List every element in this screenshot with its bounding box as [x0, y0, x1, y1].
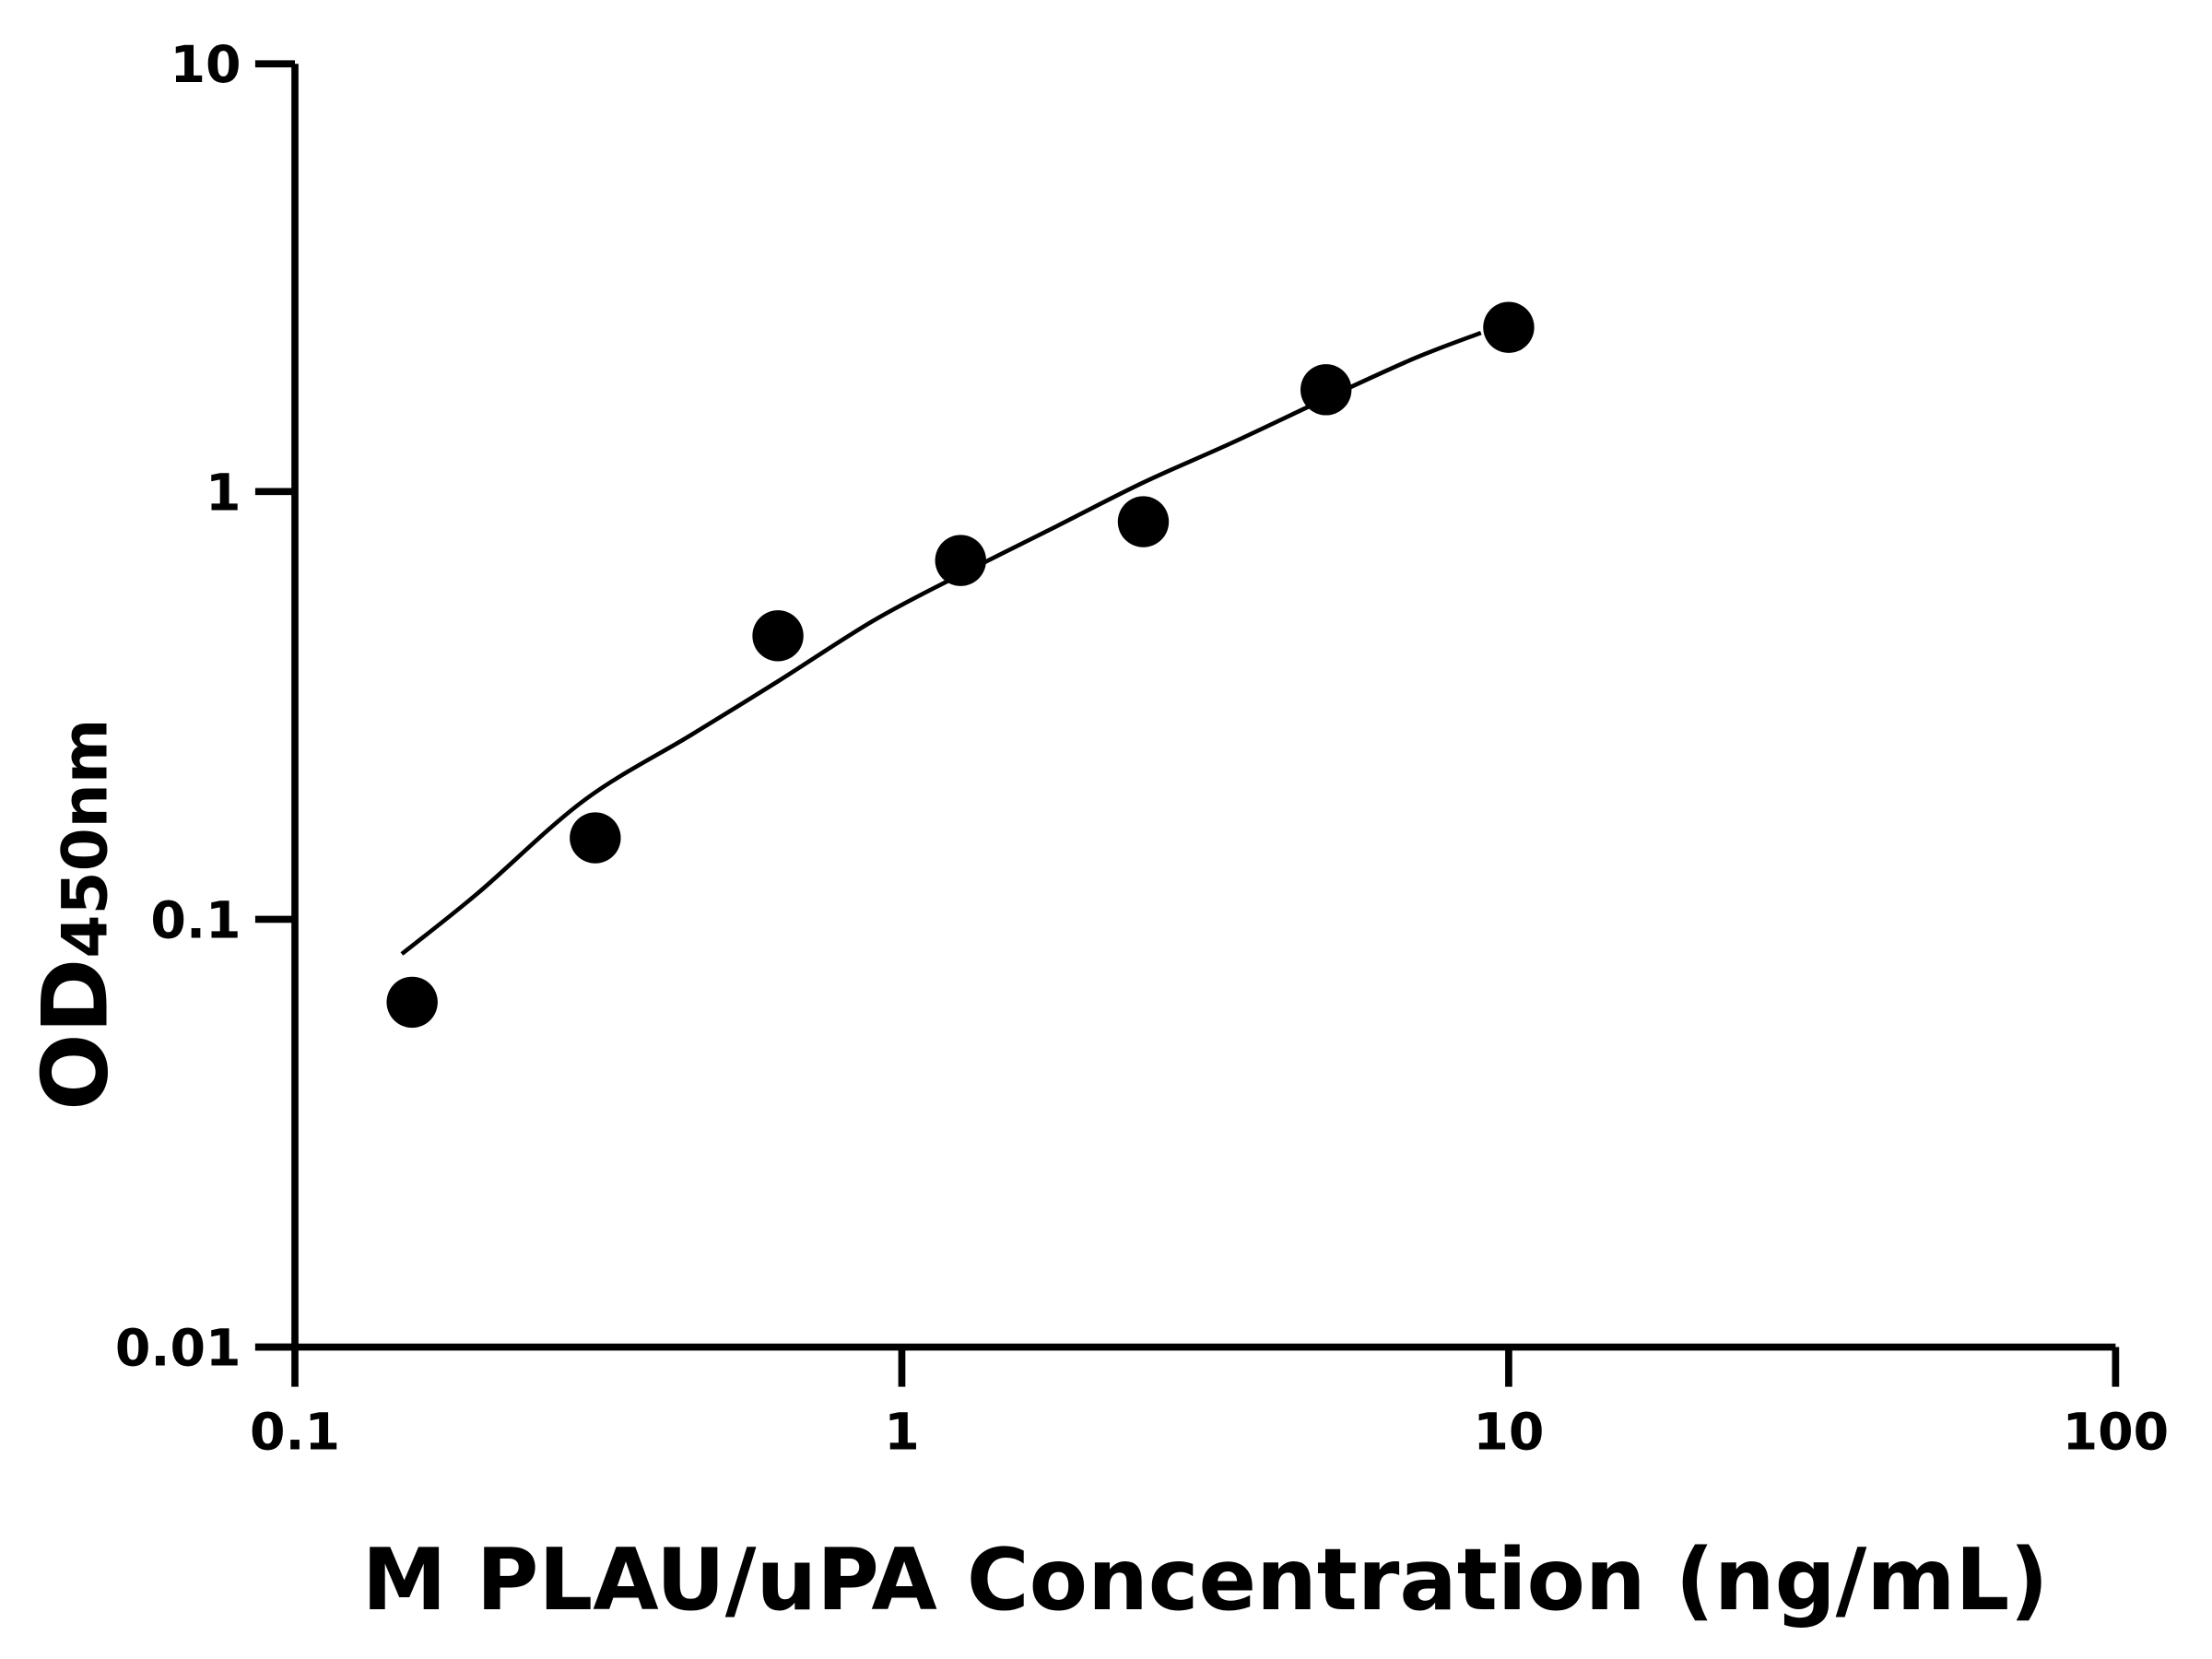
data-point [1300, 364, 1352, 416]
y-tick-label: 10 [170, 36, 241, 95]
y-tick-label: 0.1 [150, 891, 241, 950]
x-tick-label: 0.1 [250, 1403, 340, 1462]
data-point [752, 610, 804, 662]
y-axis-label-sub: 450nm [48, 719, 121, 959]
x-tick-label: 100 [2063, 1403, 2170, 1462]
y-axis-label-main: OD450nm [23, 719, 128, 1111]
x-tick-label: 1 [884, 1403, 920, 1462]
y-tick-label: 0.01 [115, 1320, 241, 1379]
data-point [1117, 496, 1170, 547]
x-axis-label: M PLAU/uPA Concentration (ng/mL) [362, 1530, 2049, 1630]
data-point [935, 535, 986, 586]
y-axis-label: OD450nm [23, 719, 128, 1111]
data-point [386, 976, 438, 1029]
x-tick-label: 10 [1473, 1403, 1544, 1462]
axes [254, 64, 2116, 1351]
y-tick-label: 1 [206, 464, 241, 523]
data-points [386, 301, 1535, 1029]
data-point [570, 812, 621, 864]
fit-curve [400, 330, 1482, 956]
data-point [1483, 301, 1535, 353]
